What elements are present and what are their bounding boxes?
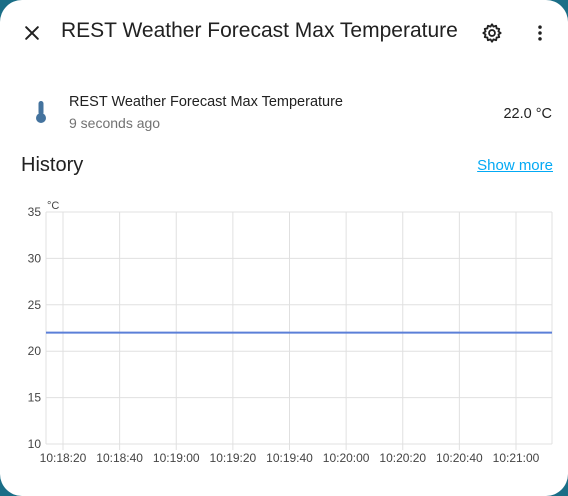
dialog-header: REST Weather Forecast Max Temperature xyxy=(0,0,568,66)
x-tick-label: 10:21:00 xyxy=(493,451,540,465)
entity-last-changed: 9 seconds ago xyxy=(69,115,161,131)
history-chart[interactable]: 10 15 20 25 30 35 10:18:20 10:18:40 10:19:00 10:1… xyxy=(0,190,568,480)
history-chart-svg: 10 15 20 25 30 35 10:18:20 10:18:40 10:19:00 10:1… xyxy=(28,200,553,465)
x-tick-label: 10:19:00 xyxy=(153,451,200,465)
entity-icon xyxy=(29,100,53,124)
x-tick-label: 10:20:00 xyxy=(323,451,370,465)
y-tick-label: 30 xyxy=(28,251,42,265)
x-tick-label: 10:19:40 xyxy=(266,451,313,465)
y-tick-label: 35 xyxy=(28,205,42,219)
x-tick-label: 10:18:20 xyxy=(40,451,87,465)
history-heading: History xyxy=(21,154,84,176)
y-unit-label: °C xyxy=(47,200,59,212)
thermometer-icon xyxy=(36,101,46,123)
close-button[interactable] xyxy=(12,13,52,53)
more-options-button[interactable] xyxy=(520,13,560,53)
close-icon xyxy=(25,26,39,40)
y-tick-label: 20 xyxy=(28,344,42,358)
y-tick-label: 25 xyxy=(28,298,42,312)
x-tick-label: 10:20:20 xyxy=(379,451,426,465)
y-tick-label: 15 xyxy=(28,391,42,405)
y-tick-label: 10 xyxy=(28,437,42,451)
dialog-title: REST Weather Forecast Max Temperature xyxy=(61,19,458,42)
entity-name: REST Weather Forecast Max Temperature xyxy=(69,94,343,110)
show-more-link[interactable]: Show more xyxy=(477,157,553,174)
more-vertical-icon xyxy=(538,25,542,41)
x-tick-label: 10:19:20 xyxy=(210,451,257,465)
x-tick-label: 10:18:40 xyxy=(96,451,143,465)
entity-state-value: 22.0 °C xyxy=(503,106,552,122)
settings-button[interactable] xyxy=(472,13,512,53)
x-tick-label: 10:20:40 xyxy=(436,451,483,465)
gear-icon xyxy=(482,23,502,43)
entity-state-row[interactable]: REST Weather Forecast Max Temperature 9 … xyxy=(0,86,568,138)
